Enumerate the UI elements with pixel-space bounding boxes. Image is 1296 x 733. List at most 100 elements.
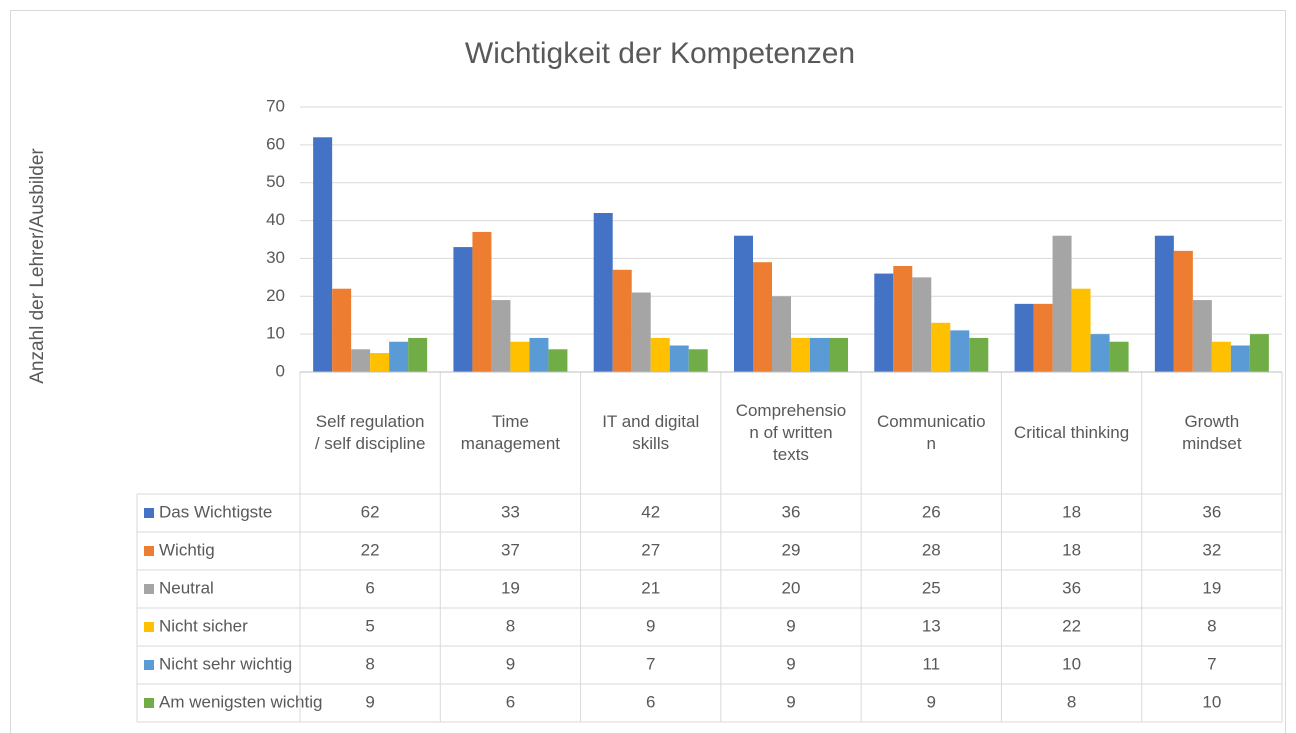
legend-swatch (144, 508, 154, 518)
x-tick-label: Critical thinking (1013, 423, 1130, 442)
legend-label: Nicht sicher (159, 616, 248, 635)
bar (791, 337, 810, 372)
table-cell: 19 (501, 578, 520, 597)
bar (453, 247, 473, 372)
bar (1192, 300, 1212, 372)
bar (408, 337, 428, 372)
legend-swatch (144, 546, 154, 556)
table-cell: 29 (782, 540, 801, 559)
x-tick-label: Communication (876, 412, 986, 453)
y-axis-label: Anzahl der Lehrer/Ausbilder (27, 148, 48, 384)
legend-label: Am wenigsten wichtig (159, 692, 322, 711)
bar (332, 288, 352, 372)
table-cell: 9 (365, 692, 374, 711)
bar (950, 330, 970, 372)
chart-border (10, 10, 1286, 733)
table-cell: 19 (1202, 578, 1221, 597)
bar (370, 353, 390, 372)
bar (472, 231, 492, 372)
table-cell: 9 (786, 692, 795, 711)
table-cell: 9 (786, 654, 795, 673)
bar (829, 337, 848, 372)
bar (874, 273, 894, 372)
bar (969, 337, 989, 372)
x-tick-label: Comprehension of written texts (735, 401, 847, 464)
bar (593, 213, 613, 372)
y-tick-label: 50 (266, 172, 285, 191)
y-tick-label: 0 (276, 361, 285, 380)
bar (313, 137, 333, 372)
bar (529, 337, 549, 372)
table-cell: 18 (1062, 540, 1081, 559)
bar (1109, 341, 1129, 372)
legend-swatch (144, 660, 154, 670)
table-cell: 20 (782, 578, 801, 597)
table-cell: 7 (1207, 654, 1216, 673)
bar (931, 322, 951, 372)
table-cell: 11 (922, 654, 940, 673)
table-cell: 27 (641, 540, 660, 559)
legend-label: Das Wichtigste (159, 502, 272, 521)
bar (631, 292, 651, 372)
table-cell: 21 (641, 578, 660, 597)
table-cell: 6 (646, 692, 655, 711)
bar (510, 341, 530, 372)
table-cell: 25 (922, 578, 941, 597)
table-cell: 8 (506, 616, 515, 635)
bar (1230, 345, 1250, 372)
bar (1014, 303, 1034, 372)
y-tick-label: 70 (266, 96, 285, 115)
table-cell: 7 (646, 654, 655, 673)
bar (1090, 334, 1110, 372)
table-cell: 9 (786, 616, 795, 635)
bar (1033, 303, 1053, 372)
x-tick-label: Growth mindset (1182, 412, 1242, 453)
legend-label: Nicht sehr wichtig (159, 654, 292, 673)
table-cell: 22 (361, 540, 380, 559)
table-cell: 62 (361, 502, 380, 521)
bar (810, 337, 829, 372)
table-cell: 42 (641, 502, 660, 521)
bar (1173, 250, 1193, 372)
table-cell: 36 (1062, 578, 1081, 597)
bar (351, 349, 371, 372)
bar (1154, 235, 1174, 372)
table-cell: 10 (1062, 654, 1081, 673)
table-cell: 9 (506, 654, 515, 673)
table-cell: 6 (506, 692, 515, 711)
bar (1071, 288, 1091, 372)
bar (612, 269, 632, 372)
x-tick-label: Time management (460, 412, 561, 453)
table-cell: 8 (1067, 692, 1076, 711)
legend-label: Neutral (159, 578, 214, 597)
table-cell: 9 (927, 692, 936, 711)
y-tick-label: 20 (266, 286, 285, 305)
table-cell: 22 (1062, 616, 1081, 635)
table-cell: 26 (922, 502, 941, 521)
table-cell: 18 (1062, 502, 1081, 521)
table-cell: 8 (365, 654, 374, 673)
bar (912, 277, 932, 372)
x-tick-label: Self regulation / self discipline (314, 412, 426, 453)
bar (1249, 334, 1269, 372)
table-cell: 13 (922, 616, 941, 635)
legend-label: Wichtig (159, 540, 215, 559)
bar (650, 337, 670, 372)
bar (753, 262, 772, 372)
x-tick-label: IT and digital skills (602, 412, 700, 453)
bar (734, 235, 753, 372)
table-cell: 36 (782, 502, 801, 521)
table-cell: 8 (1207, 616, 1216, 635)
bar (548, 349, 568, 372)
bar (491, 300, 511, 372)
table-cell: 10 (1202, 692, 1221, 711)
y-tick-label: 40 (266, 210, 285, 229)
y-tick-label: 30 (266, 248, 285, 267)
bar (1211, 341, 1231, 372)
legend-swatch (144, 622, 154, 632)
table-cell: 37 (501, 540, 520, 559)
table-cell: 33 (501, 502, 520, 521)
table-cell: 9 (646, 616, 655, 635)
table-cell: 6 (365, 578, 374, 597)
